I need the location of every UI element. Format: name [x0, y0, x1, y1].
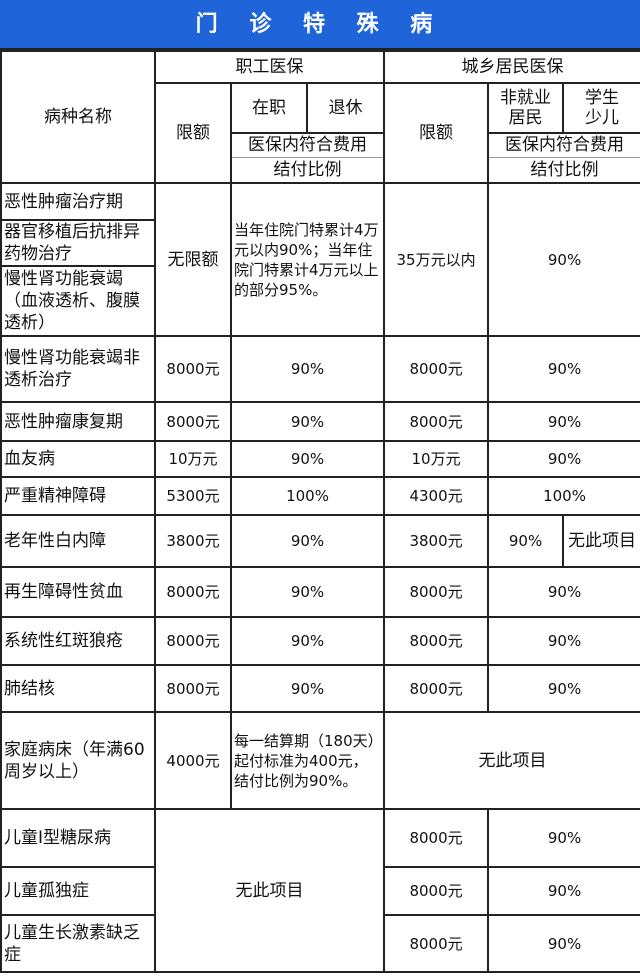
- disease-name: 慢性肾功能衰竭（血液透析、腹膜透析）: [0, 265, 156, 337]
- disease-name: 儿童孤独症: [0, 866, 156, 916]
- header-disease-name: 病种名称: [0, 50, 156, 184]
- resident-limit: 4300元: [383, 476, 490, 516]
- header-resident-insurance: 城乡居民医保: [383, 50, 640, 84]
- disease-name: 恶性肿瘤治疗期: [0, 182, 156, 221]
- employee-limit: 无限额: [154, 182, 232, 337]
- resident-ratio: 90%: [487, 566, 640, 618]
- page-title: 门 诊 特 殊 病: [0, 0, 640, 50]
- header-resident-ratio-line2: 结付比例: [487, 156, 640, 184]
- resident-limit: 8000元: [383, 401, 490, 442]
- header-employee-limit: 限额: [154, 82, 232, 184]
- employee-ratio: 当年住院门特累计4万元以内90%；当年住院门特累计4万元以上的部分95%。: [229, 182, 386, 337]
- disease-name: 系统性红斑狼疮: [0, 616, 156, 666]
- disease-name: 家庭病床（年满60周岁以上）: [0, 711, 156, 810]
- resident-ratio: 90%: [487, 616, 640, 666]
- child-label: 少儿: [585, 108, 620, 128]
- disease-name: 老年性白内障: [0, 514, 156, 568]
- special-outpatient-table: 病种名称 职工医保 城乡居民医保 限额 在职 退休 限额 非就业 居民 学生 少儿 …: [0, 50, 640, 973]
- employee-limit: 8000元: [154, 566, 232, 618]
- resident-limit: 8000元: [383, 616, 490, 666]
- resident-ratio-student: 无此项目: [562, 514, 640, 568]
- resident-ratio: 90%: [487, 914, 640, 973]
- resident-ratio: 90%: [487, 401, 640, 442]
- employee-ratio: 90%: [229, 440, 386, 478]
- header-resident-limit: 限额: [383, 82, 490, 184]
- employee-ratio: 90%: [229, 616, 386, 666]
- employee-limit: 8000元: [154, 664, 232, 713]
- resident-limit: 8000元: [383, 664, 490, 713]
- employee-limit: 4000元: [154, 711, 232, 810]
- resident-limit: 3800元: [383, 514, 490, 568]
- resident-ratio: 90%: [487, 182, 640, 337]
- employee-ratio: 90%: [229, 664, 386, 713]
- disease-name: 儿童生长激素缺乏症: [0, 914, 156, 973]
- resident-ratio-non-employed: 90%: [487, 514, 565, 568]
- student-label: 学生: [585, 88, 620, 108]
- disease-name: 慢性肾功能衰竭非透析治疗: [0, 335, 156, 403]
- non-employed-label: 非就业: [500, 88, 552, 108]
- disease-name: 血友病: [0, 440, 156, 478]
- resident-limit: 8000元: [383, 808, 490, 868]
- resident-limit: 8000元: [383, 914, 490, 973]
- resident-not-applicable: 无此项目: [383, 711, 640, 810]
- header-retired: 退休: [305, 82, 386, 134]
- resident-ratio: 90%: [487, 866, 640, 916]
- employee-limit: 8000元: [154, 335, 232, 403]
- header-non-employed-resident: 非就业 居民: [487, 82, 565, 134]
- resident-label: 居民: [508, 108, 543, 128]
- resident-limit: 35万元以内: [383, 182, 490, 337]
- resident-limit: 8000元: [383, 866, 490, 916]
- resident-ratio: 90%: [487, 335, 640, 403]
- employee-ratio: 90%: [229, 566, 386, 618]
- resident-limit: 8000元: [383, 566, 490, 618]
- disease-name: 儿童Ⅰ型糖尿病: [0, 808, 156, 868]
- header-resident-ratio-line1: 医保内符合费用: [487, 132, 640, 158]
- resident-limit: 8000元: [383, 335, 490, 403]
- header-in-service: 在职: [230, 82, 308, 134]
- employee-ratio: 90%: [229, 335, 386, 403]
- resident-ratio: 100%: [487, 476, 640, 516]
- employee-limit: 8000元: [154, 616, 232, 666]
- employee-limit: 10万元: [154, 440, 232, 478]
- disease-name: 恶性肿瘤康复期: [0, 401, 156, 442]
- employee-ratio: 100%: [229, 476, 386, 516]
- disease-name: 严重精神障碍: [0, 476, 156, 516]
- employee-limit: 8000元: [154, 401, 232, 442]
- employee-limit: 3800元: [154, 514, 232, 568]
- header-employee-ratio-line1: 医保内符合费用: [229, 132, 386, 158]
- employee-ratio: 每一结算期（180天）起付标准为400元，结付比例为90%。: [229, 711, 386, 810]
- disease-name: 肺结核: [0, 664, 156, 713]
- header-employee-insurance: 职工医保: [153, 50, 386, 84]
- employee-limit: 5300元: [154, 476, 232, 516]
- employee-ratio: 90%: [229, 514, 386, 568]
- disease-name: 再生障碍性贫血: [0, 566, 156, 618]
- disease-name: 器官移植后抗排异药物治疗: [0, 219, 156, 267]
- resident-ratio: 90%: [487, 440, 640, 478]
- employee-ratio: 90%: [229, 401, 386, 442]
- employee-not-applicable: 无此项目: [153, 808, 386, 973]
- resident-ratio: 90%: [487, 808, 640, 868]
- resident-limit: 10万元: [383, 440, 490, 478]
- header-employee-ratio-line2: 结付比例: [229, 156, 386, 184]
- resident-ratio: 90%: [487, 664, 640, 713]
- header-student-child: 学生 少儿: [562, 82, 640, 134]
